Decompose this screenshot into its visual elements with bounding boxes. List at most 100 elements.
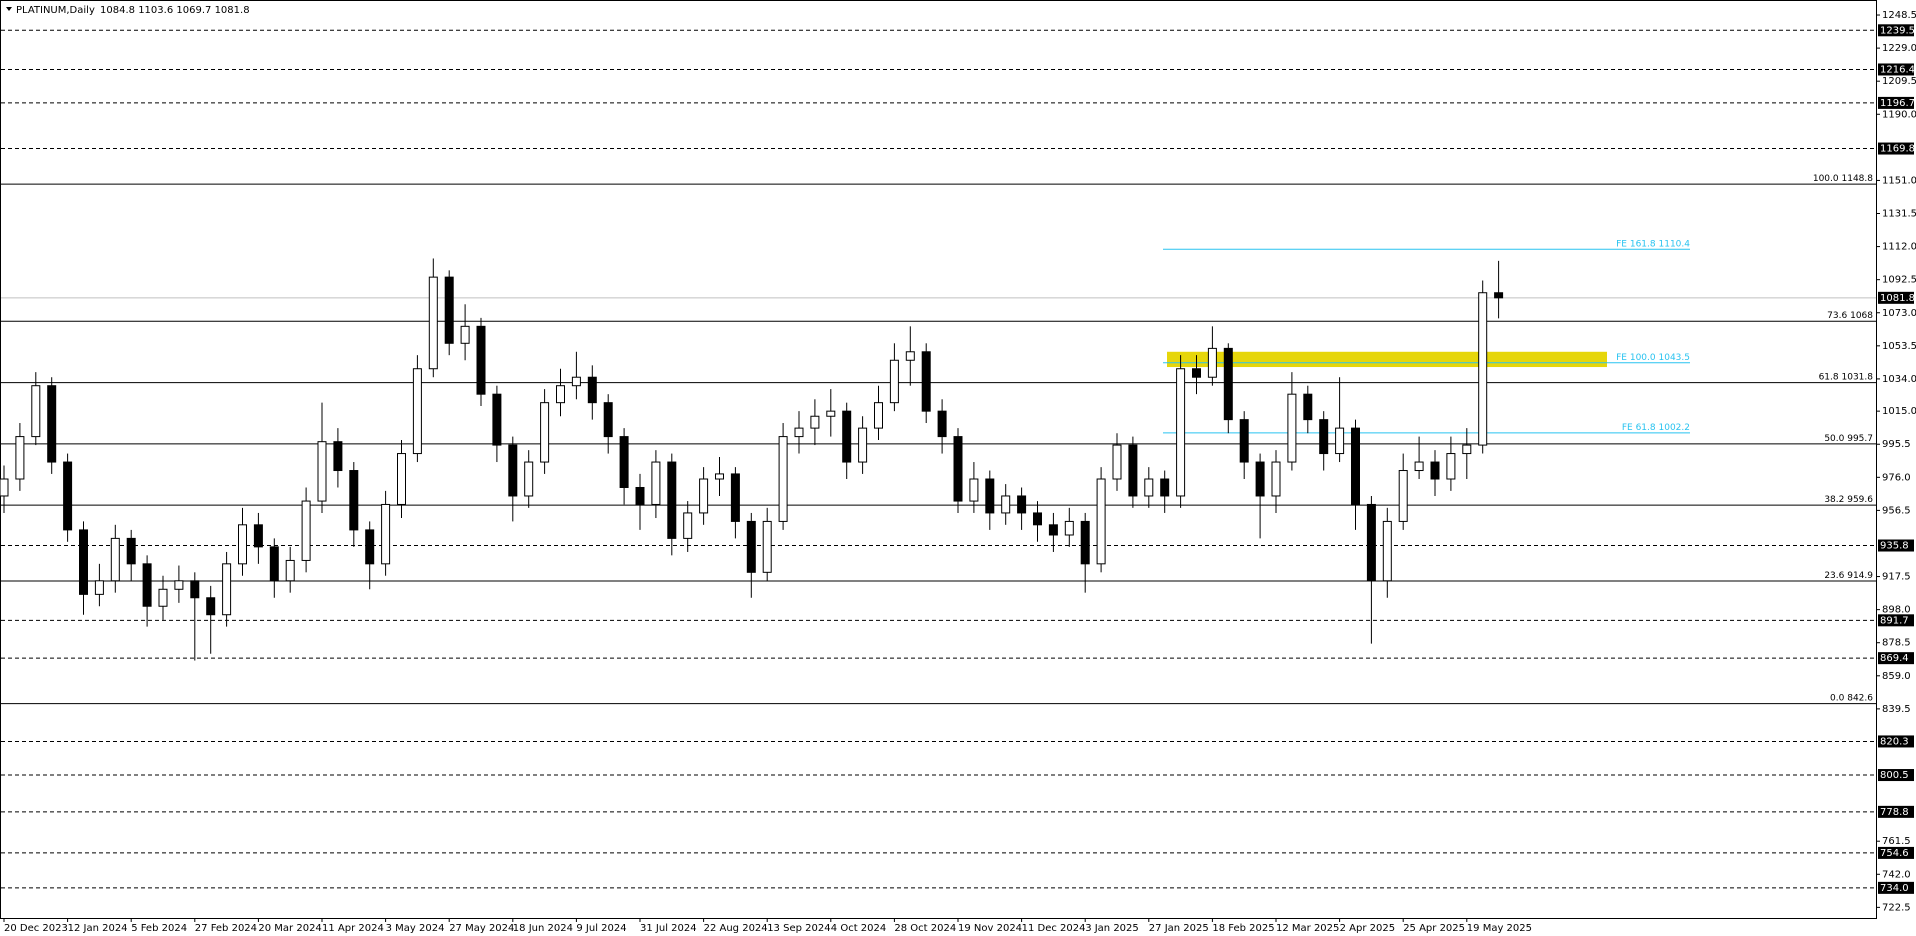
candle-body [1048,524,1058,536]
y-tick-label: 1248.5 [1882,10,1916,21]
level-label-box [1878,735,1914,748]
fib-value: 1031.8 [1842,372,1874,382]
candle-body [1366,503,1376,582]
y-tick-label: 761.5 [1882,836,1911,847]
level-label-box [1878,769,1914,782]
level-label-box [1878,614,1914,627]
candle-body [238,524,247,565]
x-tick-label: 12 Mar 2025 [1276,923,1339,934]
candle-body [397,453,406,505]
candle-body [365,529,375,565]
quote-close: 1081.8 [215,5,250,16]
fib-value: 1068 [1850,311,1873,321]
candle-body [301,500,311,561]
candle-body [1096,478,1106,565]
candle-body [1255,461,1265,497]
candle-body [222,563,232,616]
candle-body [603,402,613,438]
candle-body [492,393,502,446]
fe-value: 1002.2 [1659,422,1691,432]
candle-body [937,410,947,438]
candle-body [1176,368,1186,497]
candle-body [746,520,756,573]
fe-value: 1043.5 [1659,352,1691,362]
candle-body [985,478,995,514]
candle-body [730,473,740,522]
candle-body [667,461,677,539]
candle-body [1382,520,1392,582]
candle-body [524,461,534,497]
x-tick-label: 27 Jan 2025 [1149,923,1209,934]
fib-value: 959.6 [1847,495,1873,505]
symbol: PLATINUM,Daily [16,5,95,16]
level-label: 800.5 [1880,770,1909,781]
candle-body [476,325,486,395]
candle-body [94,580,104,595]
candle-body [158,588,168,607]
x-tick-label: 3 May 2024 [386,923,445,934]
candle-body [619,436,629,488]
candle-body [1223,347,1233,421]
candle-body [540,402,550,463]
candle-body [1144,478,1154,497]
candle-body [333,441,343,472]
y-tick-label: 1112.0 [1882,242,1916,253]
candle-body [1287,393,1297,463]
level-label-box [1878,846,1914,859]
x-tick-label: 9 Jul 2024 [576,923,626,934]
fib-label: 100.0 1148.8 [1813,174,1873,184]
level-label-box [1878,142,1914,155]
plot-border [0,0,1877,919]
fe-name: FE 61.8 [1622,422,1656,432]
x-tick-label: 2 Apr 2025 [1340,923,1395,934]
candle-body [1414,461,1424,472]
y-tick-label: 742.0 [1882,869,1911,880]
candle-body [715,473,724,480]
x-tick-label: 25 Apr 2025 [1403,923,1465,934]
fib-value: 1148.8 [1842,174,1874,184]
candle-body [921,351,931,412]
x-tick-label: 4 Oct 2024 [831,923,886,934]
candle-body [1112,444,1122,480]
candle-body [285,559,295,582]
candle-body [778,436,788,522]
y-tick-label: 995.5 [1882,439,1911,450]
fib-value: 914.9 [1847,570,1873,580]
y-tick-label: 1229.0 [1882,43,1916,54]
y-tick-label: 1190.0 [1882,109,1916,120]
candle-body [1494,292,1504,299]
candle-body [31,385,41,438]
level-label-box [1878,881,1914,894]
y-tick-label: 859.0 [1882,671,1911,682]
y-tick-label: 898.0 [1882,605,1911,616]
candle-body [794,427,804,438]
candle-body [842,410,852,463]
quote: 1084.8 1103.6 1069.7 1081.8 [100,5,250,16]
fib-ratio: 100.0 [1813,174,1839,184]
candle-body [269,546,279,582]
level-label: 869.4 [1880,653,1909,664]
candle-body [1446,453,1456,480]
candle-body [1351,427,1360,505]
candle-body [762,520,772,573]
x-tick-label: 11 Dec 2024 [1022,923,1086,934]
fe-name: FE 161.8 [1616,239,1656,249]
candle-body [556,385,565,404]
candle-body [683,512,693,539]
fe-label: FE 100.0 1043.5 [1616,352,1690,362]
y-tick-label: 976.0 [1882,472,1911,483]
candle-body [1128,444,1138,497]
y-tick-label: 722.5 [1882,902,1911,913]
candle-body [349,470,359,531]
candle-body [635,486,645,505]
fib-label: 23.6 914.9 [1824,570,1873,580]
candle-body [1478,292,1488,446]
price-label-box [1878,291,1914,304]
level-label-box [1878,63,1914,76]
level-label: 1216.4 [1880,64,1915,75]
candle-body [428,276,438,370]
y-tick-label: 1015.0 [1882,406,1916,417]
candle-body [412,368,422,455]
